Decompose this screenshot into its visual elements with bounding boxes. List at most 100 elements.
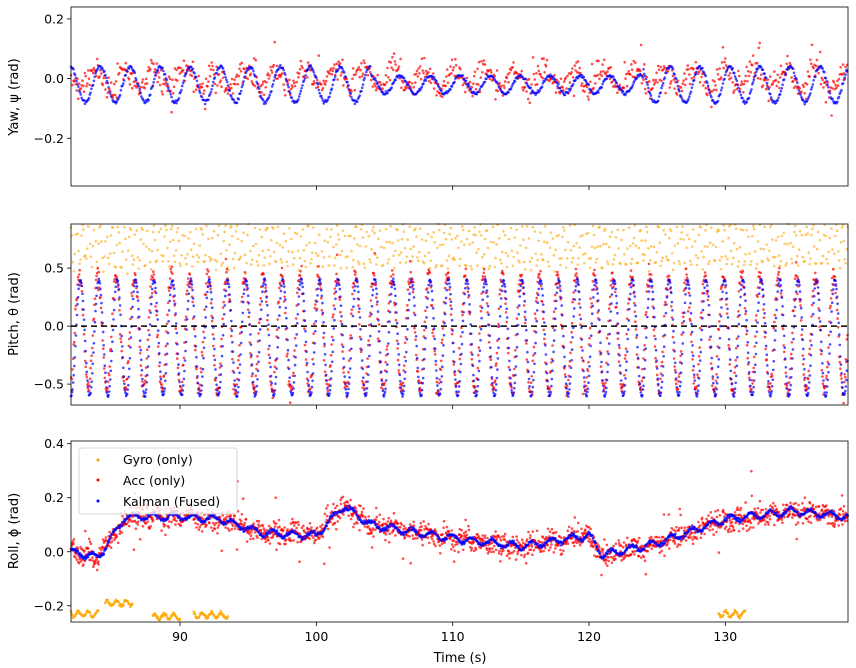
kalman-point xyxy=(230,95,233,98)
kalman-point xyxy=(211,84,214,87)
acc-point xyxy=(417,370,420,373)
acc-point xyxy=(222,301,225,304)
acc-point xyxy=(830,114,833,117)
acc-point xyxy=(90,354,93,357)
acc-point xyxy=(385,81,388,84)
acc-point xyxy=(497,323,500,326)
kalman-point xyxy=(283,285,286,288)
gyro-point xyxy=(174,261,177,264)
acc-point xyxy=(378,323,381,326)
kalman-point xyxy=(346,81,349,84)
acc-point xyxy=(92,334,95,337)
kalman-point xyxy=(442,344,445,347)
gyro-point xyxy=(332,246,335,249)
acc-point xyxy=(375,283,378,286)
acc-point xyxy=(86,82,89,85)
kalman-point xyxy=(122,367,125,370)
acc-point xyxy=(722,67,725,70)
acc-point xyxy=(460,335,463,338)
kalman-point xyxy=(354,285,357,288)
kalman-point xyxy=(369,335,372,338)
acc-point xyxy=(339,311,342,314)
kalman-point xyxy=(646,84,649,87)
gyro-point xyxy=(104,240,107,243)
kalman-point xyxy=(825,77,828,80)
kalman-point xyxy=(280,285,283,288)
kalman-point xyxy=(270,90,273,93)
kalman-point xyxy=(561,314,564,317)
gyro-point xyxy=(659,265,662,268)
kalman-point xyxy=(137,308,140,311)
gyro-point xyxy=(409,248,412,251)
kalman-point xyxy=(147,99,150,102)
acc-point xyxy=(212,333,215,336)
kalman-point xyxy=(643,73,646,76)
acc-point xyxy=(815,65,818,68)
acc-point xyxy=(686,276,689,279)
acc-point xyxy=(569,81,572,84)
gyro-point xyxy=(368,258,371,261)
kalman-point xyxy=(491,376,494,379)
acc-point xyxy=(198,386,201,389)
kalman-point xyxy=(126,70,129,73)
gyro-point xyxy=(737,265,740,268)
kalman-point xyxy=(590,334,593,337)
kalman-point xyxy=(83,318,86,321)
kalman-point xyxy=(256,378,259,381)
gyro-point xyxy=(796,255,799,258)
gyro-point xyxy=(768,250,771,253)
kalman-point xyxy=(579,306,582,309)
kalman-point xyxy=(164,73,167,76)
acc-point xyxy=(713,80,716,83)
acc-point xyxy=(194,349,197,352)
kalman-point xyxy=(700,351,703,354)
acc-point xyxy=(119,337,122,340)
gyro-point xyxy=(176,231,179,234)
acc-point xyxy=(780,65,783,68)
kalman-point xyxy=(159,370,162,373)
kalman-point xyxy=(703,71,706,74)
gyro-point xyxy=(335,243,338,246)
gyro-point xyxy=(714,260,717,263)
kalman-point xyxy=(212,317,215,320)
acc-point xyxy=(414,338,417,341)
kalman-point xyxy=(178,381,181,384)
kalman-point xyxy=(347,388,350,391)
acc-point xyxy=(399,58,402,61)
acc-point xyxy=(439,368,442,371)
kalman-point xyxy=(394,288,397,291)
gyro-point xyxy=(807,251,810,254)
kalman-point xyxy=(331,87,334,90)
gyro-point xyxy=(727,237,730,240)
acc-point xyxy=(758,42,761,45)
kalman-point xyxy=(186,308,189,311)
gyro-point xyxy=(208,256,211,259)
gyro-point xyxy=(310,258,313,261)
kalman-point xyxy=(698,370,701,373)
acc-point xyxy=(341,59,344,62)
acc-point xyxy=(327,390,330,393)
gyro-point xyxy=(726,258,729,261)
acc-point xyxy=(288,79,291,82)
acc-point xyxy=(524,322,527,325)
kalman-point xyxy=(596,287,599,290)
kalman-point xyxy=(484,81,487,84)
acc-point xyxy=(423,329,426,332)
acc-point xyxy=(306,76,309,79)
acc-point xyxy=(450,313,453,316)
kalman-point xyxy=(534,342,537,345)
kalman-point xyxy=(421,389,424,392)
acc-point xyxy=(346,385,349,388)
acc-point xyxy=(490,71,493,74)
acc-point xyxy=(82,314,85,317)
acc-point xyxy=(464,275,467,278)
acc-point xyxy=(330,67,333,70)
acc-point xyxy=(839,66,842,69)
kalman-point xyxy=(518,304,521,307)
kalman-point xyxy=(148,345,151,348)
acc-point xyxy=(659,378,662,381)
kalman-point xyxy=(479,339,482,342)
gyro-point xyxy=(756,263,759,266)
acc-point xyxy=(629,73,632,76)
acc-point xyxy=(329,364,332,367)
